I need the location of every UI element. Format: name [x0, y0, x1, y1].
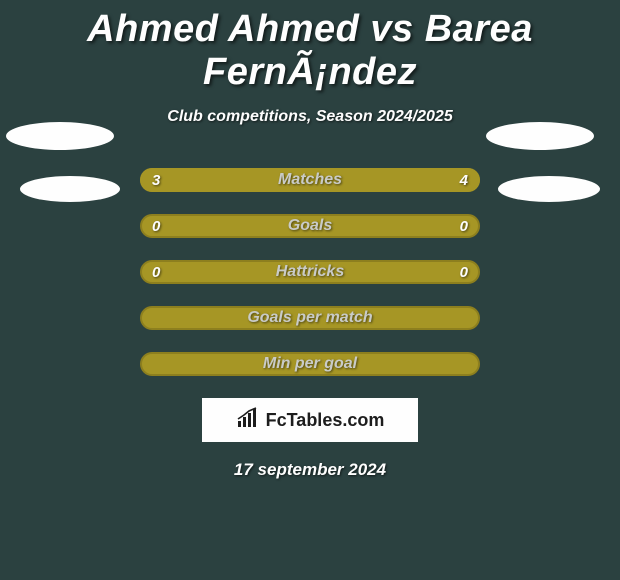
- stat-label: Hattricks: [140, 263, 480, 281]
- stat-label: Matches: [140, 171, 480, 189]
- stats-rows: 34Matches 00Goals 00Hattricks Goals per mat…: [0, 168, 620, 376]
- logo-chart-icon: [236, 407, 262, 434]
- stat-row: 34Matches: [140, 168, 480, 192]
- date-line: 17 september 2024: [0, 460, 620, 480]
- stat-row: 00Hattricks: [140, 260, 480, 284]
- stat-row: Goals per match: [140, 306, 480, 330]
- stat-label: Goals: [140, 217, 480, 235]
- page-title: Ahmed Ahmed vs Barea FernÃ¡ndez: [0, 0, 620, 94]
- logo-text: FcTables.com: [266, 410, 385, 431]
- stat-row: 00Goals: [140, 214, 480, 238]
- avatar-ellipse: [486, 122, 594, 150]
- stat-row: Min per goal: [140, 352, 480, 376]
- stat-label: Goals per match: [140, 309, 480, 327]
- stat-label: Min per goal: [140, 355, 480, 373]
- avatar-ellipse: [6, 122, 114, 150]
- logo-box: FcTables.com: [202, 398, 418, 442]
